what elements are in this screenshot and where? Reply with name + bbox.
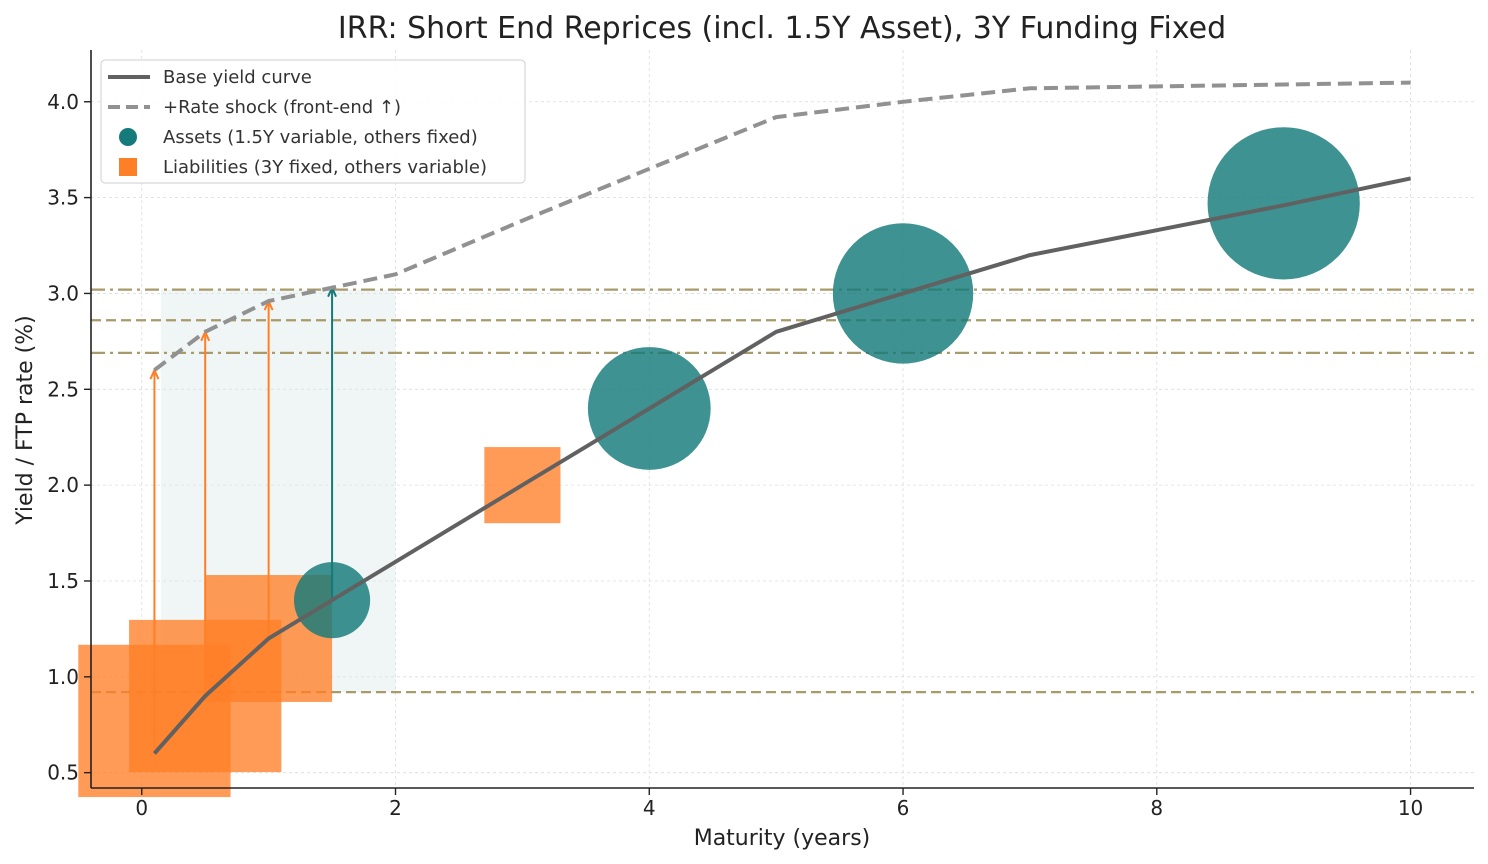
y-tick-label: 1.5: [47, 569, 79, 593]
y-tick-label: 0.5: [47, 761, 79, 785]
shock-curve-line: [153, 80, 1411, 372]
x-axis-label: Maturity (years): [694, 826, 871, 851]
legend-label: Base yield curve: [163, 67, 312, 88]
y-tick-label: 3.0: [47, 281, 79, 305]
y-tick-label: 4.0: [47, 90, 79, 114]
legend-swatch-square: [119, 158, 137, 176]
x-tick-label: 2: [389, 796, 402, 820]
shock-arrows: [149, 285, 337, 754]
y-tick-label: 2.5: [47, 377, 79, 401]
legend: Base yield curve +Rate shock (front-end ↑…: [100, 59, 526, 184]
base-curve-line: [152, 176, 1412, 755]
axes: 0 2 4 6 8 10 0.5 1.0 1.5 2.0 2.5 3.0 3.5 4.0: [47, 50, 1474, 820]
y-tick-label: 1.0: [47, 665, 79, 689]
x-tick-label: 0: [135, 796, 148, 820]
legend-label: Assets (1.5Y variable, others fixed): [163, 127, 478, 148]
series-lines: [152, 80, 1412, 755]
legend-label: Liabilities (3Y fixed, others variable): [163, 157, 487, 178]
y-tick-label: 3.5: [47, 186, 79, 210]
y-tick-label: 2.0: [47, 473, 79, 497]
x-tick-label: 4: [643, 796, 656, 820]
chart-title: IRR: Short End Reprices (incl. 1.5Y Asse…: [338, 11, 1226, 46]
x-tick-label: 6: [897, 796, 910, 820]
legend-box: [100, 59, 526, 184]
legend-swatch-circle: [119, 128, 137, 146]
x-tick-label: 10: [1398, 796, 1423, 820]
y-axis-label: Yield / FTP rate (%): [13, 315, 38, 526]
legend-label: +Rate shock (front-end ↑): [163, 97, 401, 118]
x-tick-label: 8: [1150, 796, 1163, 820]
